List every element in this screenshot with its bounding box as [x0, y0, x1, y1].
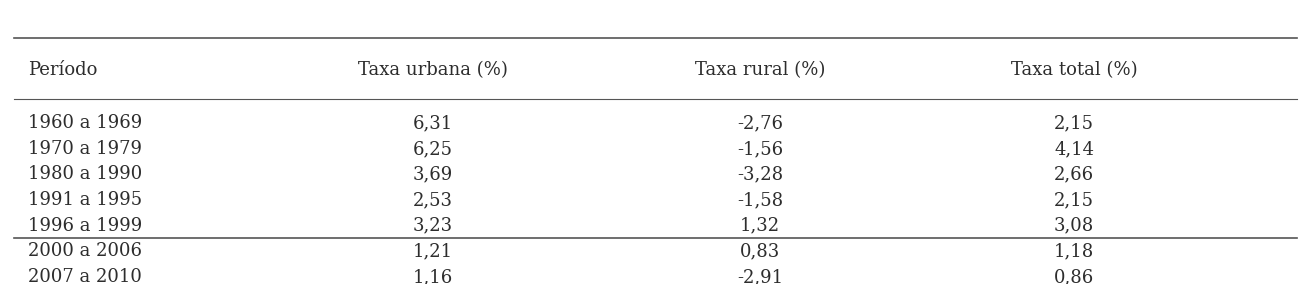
- Text: -1,58: -1,58: [737, 191, 783, 209]
- Text: -2,91: -2,91: [737, 268, 783, 284]
- Text: 1,21: 1,21: [413, 242, 454, 260]
- Text: 2,15: 2,15: [1054, 191, 1095, 209]
- Text: 3,69: 3,69: [413, 166, 454, 183]
- Text: 0,83: 0,83: [739, 242, 780, 260]
- Text: 1960 a 1969: 1960 a 1969: [28, 114, 142, 132]
- Text: 2,66: 2,66: [1054, 166, 1095, 183]
- Text: 0,86: 0,86: [1054, 268, 1095, 284]
- Text: 2000 a 2006: 2000 a 2006: [28, 242, 142, 260]
- Text: 4,14: 4,14: [1054, 140, 1095, 158]
- Text: 1991 a 1995: 1991 a 1995: [28, 191, 142, 209]
- Text: Taxa rural (%): Taxa rural (%): [695, 61, 826, 79]
- Text: Taxa urbana (%): Taxa urbana (%): [358, 61, 509, 79]
- Text: 1,32: 1,32: [741, 217, 780, 235]
- Text: -3,28: -3,28: [737, 166, 783, 183]
- Text: 1996 a 1999: 1996 a 1999: [28, 217, 142, 235]
- Text: 3,23: 3,23: [413, 217, 454, 235]
- Text: 1980 a 1990: 1980 a 1990: [28, 166, 142, 183]
- Text: Período: Período: [28, 61, 97, 79]
- Text: 2,53: 2,53: [413, 191, 454, 209]
- Text: 2,15: 2,15: [1054, 114, 1095, 132]
- Text: 6,31: 6,31: [413, 114, 454, 132]
- Text: 2007 a 2010: 2007 a 2010: [28, 268, 142, 284]
- Text: 1,16: 1,16: [413, 268, 454, 284]
- Text: 3,08: 3,08: [1054, 217, 1095, 235]
- Text: 1970 a 1979: 1970 a 1979: [28, 140, 142, 158]
- Text: -1,56: -1,56: [737, 140, 783, 158]
- Text: 6,25: 6,25: [413, 140, 454, 158]
- Text: 1,18: 1,18: [1054, 242, 1095, 260]
- Text: Taxa total (%): Taxa total (%): [1011, 61, 1138, 79]
- Text: -2,76: -2,76: [737, 114, 783, 132]
